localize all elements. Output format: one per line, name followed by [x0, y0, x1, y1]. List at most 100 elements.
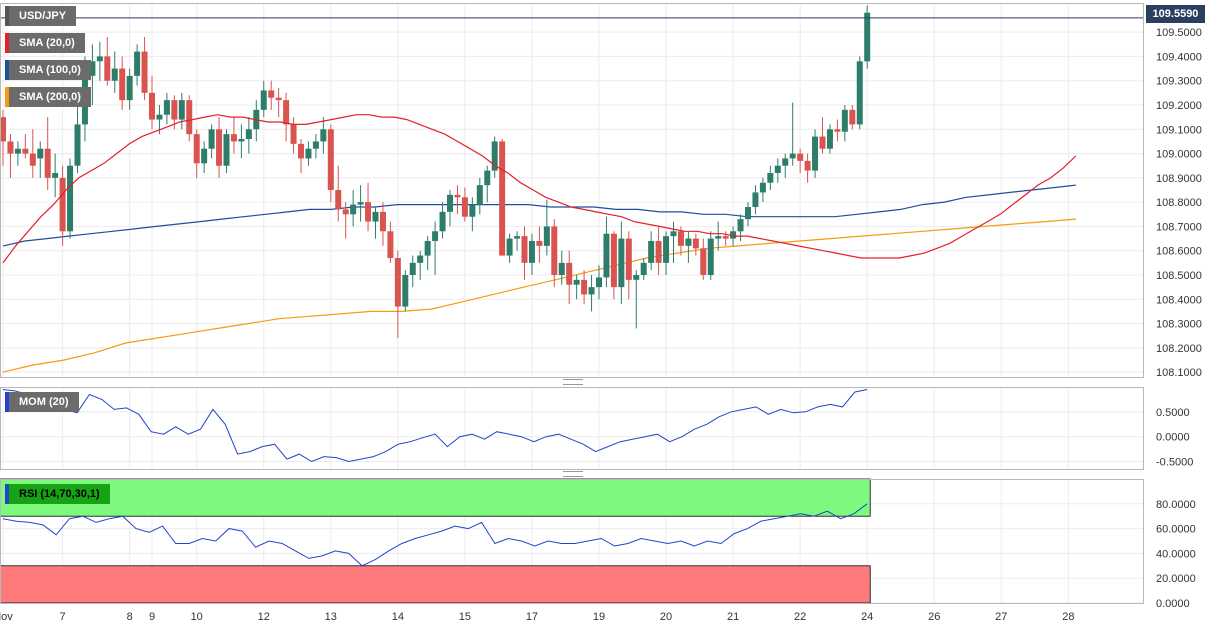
candle-body: [52, 173, 59, 178]
candle-body: [111, 68, 118, 81]
price-tick-label: 108.6000: [1156, 246, 1202, 258]
price-tick-label: 108.2000: [1156, 343, 1202, 355]
candle-body: [379, 211, 386, 232]
x-axis-label: 15: [459, 611, 471, 623]
x-axis-label: 21: [727, 611, 739, 623]
candle-body: [543, 226, 550, 246]
sma20-swatch: [5, 33, 9, 53]
candle-body: [14, 148, 21, 154]
price-tick-label: 109.2000: [1156, 100, 1202, 112]
candle-body: [841, 109, 848, 132]
rsi-swatch: [5, 484, 9, 504]
rsi-legend[interactable]: RSI (14,70,30,1): [5, 484, 110, 504]
mom-legend[interactable]: MOM (20): [5, 392, 79, 412]
price-tick-label: 108.7000: [1156, 221, 1202, 233]
panel-resize-handle[interactable]: [563, 471, 583, 477]
candle-body: [774, 165, 781, 173]
candle-body: [67, 165, 74, 232]
candle-body: [238, 139, 245, 142]
sma20-legend[interactable]: SMA (20,0): [5, 33, 85, 53]
candle-body: [37, 148, 44, 159]
sma100-legend[interactable]: SMA (100,0): [5, 60, 91, 80]
price-tick-label: 108.3000: [1156, 319, 1202, 331]
x-axis-label: 10: [191, 611, 203, 623]
candle-body: [119, 68, 126, 101]
candle-body: [208, 129, 215, 149]
mom-label: MOM (20): [19, 396, 69, 408]
candle-body: [327, 129, 334, 190]
candle-body: [342, 209, 349, 215]
x-axis-label: 28: [1062, 611, 1074, 623]
last-price-badge: 109.5590: [1146, 5, 1205, 23]
candle-body: [126, 75, 133, 101]
symbol-legend[interactable]: USD/JPY: [5, 6, 77, 26]
candle-body: [663, 236, 670, 263]
price-tick-label: 108.1000: [1156, 367, 1202, 379]
candle-body: [864, 12, 871, 62]
candle-body: [335, 190, 342, 210]
candle-body: [409, 262, 416, 275]
candle-body: [491, 141, 498, 171]
sma20-label: SMA (20,0): [19, 37, 75, 49]
candle-body: [149, 92, 155, 120]
price-tick-label: 109.0000: [1156, 149, 1202, 161]
candle-body: [685, 238, 692, 246]
candle-body: [59, 177, 66, 232]
candle-body: [454, 194, 461, 198]
candle-body: [387, 231, 394, 258]
candle-body: [372, 211, 379, 222]
x-axis-label: 7: [60, 611, 66, 623]
price-tick-label: 108.4000: [1156, 294, 1202, 306]
candle-body: [528, 241, 535, 263]
x-axis-label: 9: [149, 611, 155, 623]
candle-body: [551, 226, 558, 275]
candle-body: [767, 173, 774, 183]
candle-body: [22, 148, 29, 154]
candle-body: [201, 148, 208, 164]
candle-body: [134, 51, 141, 76]
price-tick-label: 108.5000: [1156, 270, 1202, 282]
candle-body: [789, 153, 796, 159]
candle-body: [610, 233, 617, 288]
candle-body: [499, 141, 506, 256]
candle-body: [633, 275, 640, 280]
candle-body: [514, 236, 521, 239]
candle-body: [804, 160, 811, 171]
candle-body: [312, 141, 319, 149]
panel-frame-price: [0, 3, 1144, 378]
candle-body: [290, 124, 297, 144]
rsi-line: [2, 503, 868, 567]
candle-body: [797, 153, 804, 161]
candle-body: [476, 185, 483, 205]
candle-body: [722, 236, 729, 239]
candle-body: [178, 100, 185, 120]
symbol-label: USD/JPY: [19, 10, 67, 22]
candle-body: [640, 262, 647, 275]
candle-body: [96, 56, 103, 62]
rsi-tick-label: 80.0000: [1156, 499, 1196, 511]
candle-body: [737, 219, 744, 232]
rsi-oversold-zone: [0, 565, 871, 604]
candle-body: [670, 231, 677, 237]
x-axis-label: 14: [392, 611, 404, 623]
symbol-swatch: [5, 6, 9, 26]
sma-20-path: [2, 114, 1077, 264]
price-tick-label: 108.8000: [1156, 197, 1202, 209]
candle-body: [677, 231, 684, 246]
rsi-tick-label: 20.0000: [1156, 573, 1196, 585]
sma-200-path: [2, 218, 1076, 373]
candle-body: [141, 51, 148, 93]
x-axis-label: 19: [593, 611, 605, 623]
rsi-overbought-zone: [0, 478, 871, 517]
x-axis-label: 13: [325, 611, 337, 623]
sma200-legend[interactable]: SMA (200,0): [5, 87, 91, 107]
price-tick-label: 108.9000: [1156, 173, 1202, 185]
candle-body: [573, 279, 580, 285]
momentum-line: [2, 389, 868, 463]
momentum-path: [2, 389, 868, 463]
candle-body: [834, 129, 841, 132]
panel-resize-handle[interactable]: [563, 379, 583, 385]
x-axis-label: 27: [995, 611, 1007, 623]
sma-100-path: [2, 184, 1076, 247]
